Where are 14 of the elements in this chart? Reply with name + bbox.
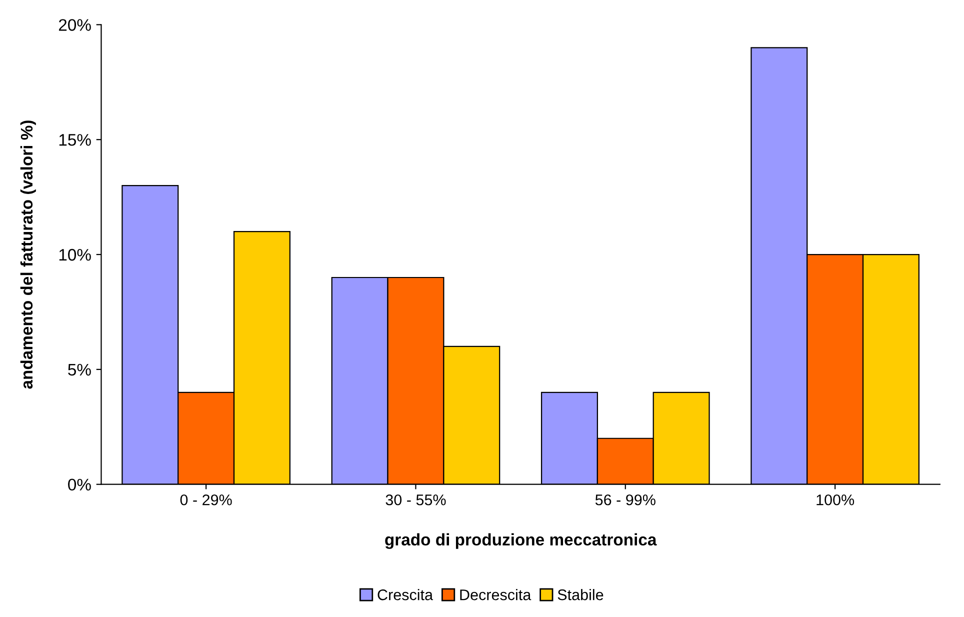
y-tick-label: 15% [59,134,91,146]
y-tick-label: 5% [68,364,91,376]
y-axis-title: andamento del fatturato (valori %) [20,120,36,389]
y-tick-label: 10% [59,248,91,261]
x-tick-label: 0 - 29% [180,494,232,506]
y-tick-label: 0% [68,478,91,491]
x-tick-label: 30 - 55% [386,494,446,506]
x-axis-title: grado di produzione meccatronica [385,533,657,549]
legend-label: Stabile [558,589,604,600]
y-tick-label: 20% [58,19,91,31]
legend-label: Crescita [378,589,434,600]
legend-label: Decrescita [460,589,532,600]
x-tick-label: 56 - 99% [595,494,656,506]
x-tick-label: 100% [816,494,854,506]
